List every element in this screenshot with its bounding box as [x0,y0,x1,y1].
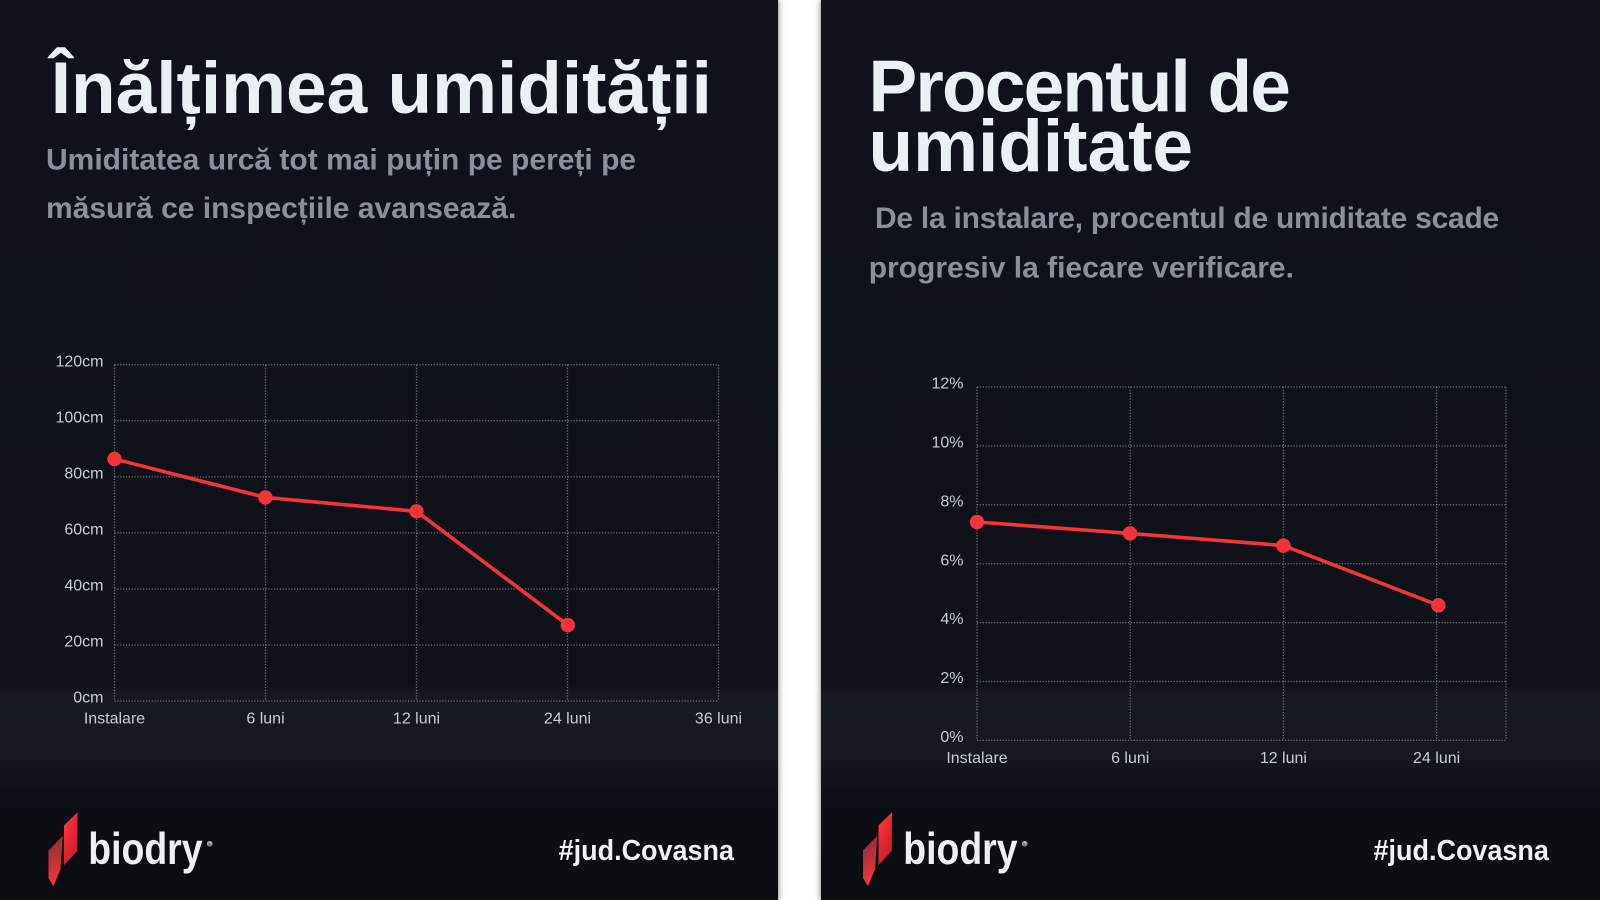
svg-text:120cm: 120cm [55,353,103,370]
svg-text:100cm: 100cm [55,409,103,426]
svg-text:12%: 12% [931,376,963,393]
svg-text:Instalare: Instalare [84,711,145,728]
svg-text:#jud.Covasna: #jud.Covasna [559,834,735,866]
svg-text:măsură ce inspecțiile avanseaz: măsură ce inspecțiile avansează. [46,192,516,225]
svg-text:progresiv la fiecare verificar: progresiv la fiecare verificare. [869,252,1294,285]
svg-text:Instalare: Instalare [946,750,1007,767]
svg-text:umiditate: umiditate [869,106,1193,187]
svg-text:De la instalare, procentul de: De la instalare, procentul de umiditate … [875,202,1499,235]
svg-text:0%: 0% [940,729,963,746]
svg-text:6 luni: 6 luni [246,711,284,728]
svg-text:6%: 6% [940,552,963,569]
svg-text:6 luni: 6 luni [1111,750,1149,767]
svg-text:4%: 4% [940,611,963,628]
svg-text:Umiditatea urcă tot mai puțin: Umiditatea urcă tot mai puțin pe pereți … [46,144,636,177]
svg-text:24 luni: 24 luni [1413,750,1460,767]
svg-text:10%: 10% [931,435,963,452]
svg-text:#jud.Covasna: #jud.Covasna [1374,834,1550,866]
svg-text:Înălțimea umidității: Înălțimea umidității [47,48,712,130]
svg-text:60cm: 60cm [64,522,103,539]
svg-text:0cm: 0cm [73,690,103,707]
svg-text:biodry: biodry [903,824,1017,874]
svg-text:12 luni: 12 luni [1260,750,1307,767]
svg-text:2%: 2% [940,670,963,687]
svg-text:80cm: 80cm [64,466,103,483]
svg-text:20cm: 20cm [64,634,103,651]
svg-text:Procentul de: Procentul de [869,47,1290,128]
svg-text:40cm: 40cm [64,578,103,595]
svg-text:24 luni: 24 luni [544,711,591,728]
svg-text:8%: 8% [940,493,963,510]
svg-text:36 luni: 36 luni [695,711,742,728]
svg-text:biodry: biodry [88,824,202,874]
svg-text:12 luni: 12 luni [393,711,440,728]
